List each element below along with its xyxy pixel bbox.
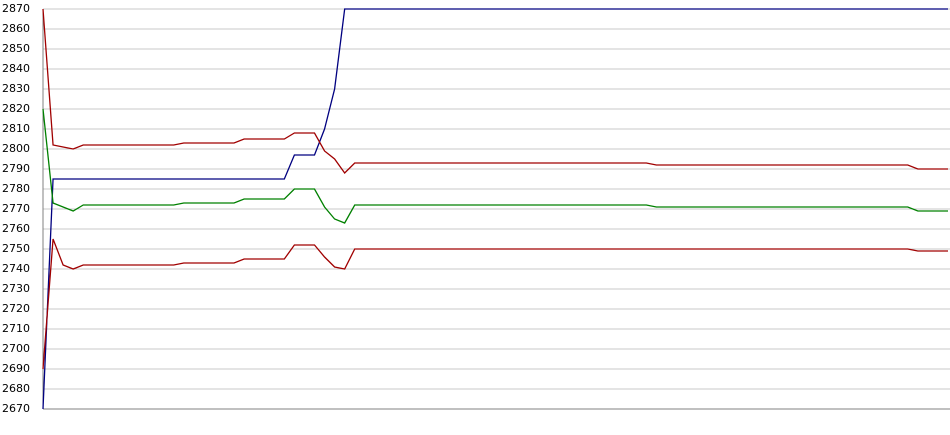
y-tick-label: 2830 xyxy=(2,82,30,95)
y-tick-label: 2840 xyxy=(2,62,30,75)
y-tick-label: 2800 xyxy=(2,142,30,155)
y-tick-label: 2700 xyxy=(2,342,30,355)
series-line xyxy=(42,8,948,174)
y-tick-label: 2810 xyxy=(2,122,30,135)
y-tick-label: 2680 xyxy=(2,382,30,395)
series-line xyxy=(42,238,948,370)
y-tick-label: 2760 xyxy=(2,222,30,235)
y-tick-label: 2720 xyxy=(2,302,30,315)
series-line xyxy=(42,108,948,224)
y-tick-label: 2850 xyxy=(2,42,30,55)
y-tick-label: 2790 xyxy=(2,162,30,175)
y-tick-label: 2670 xyxy=(2,402,30,415)
y-tick-label: 2690 xyxy=(2,362,30,375)
y-tick-label: 2770 xyxy=(2,202,30,215)
series-line xyxy=(42,8,948,410)
y-tick-label: 2860 xyxy=(2,22,30,35)
y-tick-label: 2780 xyxy=(2,182,30,195)
y-tick-label: 2820 xyxy=(2,102,30,115)
y-tick-label: 2870 xyxy=(2,2,30,15)
y-tick-label: 2750 xyxy=(2,242,30,255)
y-tick-label: 2740 xyxy=(2,262,30,275)
y-tick-label: 2730 xyxy=(2,282,30,295)
y-tick-label: 2710 xyxy=(2,322,30,335)
